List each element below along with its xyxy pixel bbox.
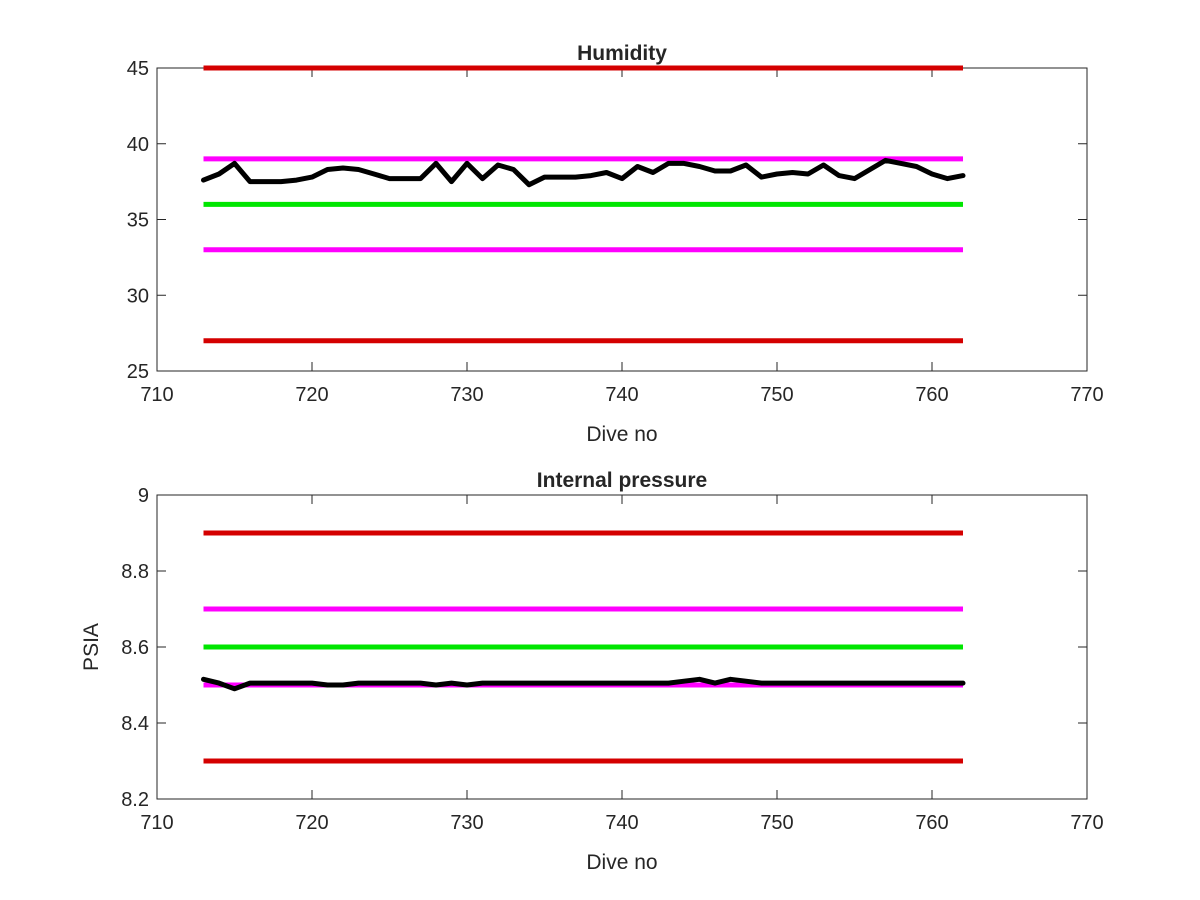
x-tick-label: 760 xyxy=(915,384,948,406)
x-tick-label: 740 xyxy=(605,384,638,406)
x-tick-label: 730 xyxy=(450,384,483,406)
y-tick-label: 40 xyxy=(127,134,149,156)
y-tick-label: 8.8 xyxy=(121,561,149,583)
series-line xyxy=(201,676,966,692)
humidity-panel: 710 720 730 740 750 760 770 25 30 35 40 45 Humidity D… xyxy=(127,42,1104,446)
x-tick-label: 770 xyxy=(1070,384,1103,406)
x-tick-label: 710 xyxy=(140,384,173,406)
y-tick-label: 45 xyxy=(127,58,149,80)
y-tick-label: 25 xyxy=(127,361,149,383)
x-tick-label: 740 xyxy=(605,812,638,834)
x-tick-label: 720 xyxy=(295,384,328,406)
internal-pressure-panel: 710 720 730 740 750 760 770 8.2 8.4 8.6 8.8 9 Intern… xyxy=(80,469,1104,874)
y-tick-label: 30 xyxy=(127,285,149,307)
x-axis-label: Dive no xyxy=(586,851,657,874)
y-axis-label: PSIA xyxy=(80,623,103,671)
chart-title: Humidity xyxy=(577,42,667,65)
x-tick-label: 730 xyxy=(450,812,483,834)
y-tick-label: 8.6 xyxy=(121,637,149,659)
x-tick-label: 770 xyxy=(1070,812,1103,834)
x-tick-label: 750 xyxy=(760,384,793,406)
y-tick-label: 35 xyxy=(127,210,149,232)
y-tick-label: 9 xyxy=(138,485,149,507)
x-tick-label: 760 xyxy=(915,812,948,834)
axes-box xyxy=(156,67,1088,372)
series-line xyxy=(201,157,966,188)
y-tick-label: 8.2 xyxy=(121,789,149,811)
x-tick-label: 750 xyxy=(760,812,793,834)
chart-title: Internal pressure xyxy=(537,469,707,492)
x-tick-label: 720 xyxy=(295,812,328,834)
x-tick-label: 710 xyxy=(140,812,173,834)
x-axis-label: Dive no xyxy=(586,423,657,446)
y-tick-label: 8.4 xyxy=(121,713,149,735)
